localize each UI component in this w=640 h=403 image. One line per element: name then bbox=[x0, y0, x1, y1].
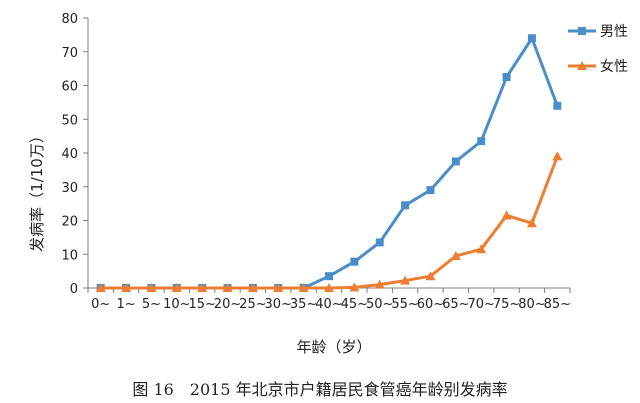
x-tick-label: 50~ bbox=[366, 297, 393, 312]
legend-item-2: 女性 bbox=[568, 58, 628, 75]
data-point bbox=[400, 275, 411, 285]
y-tick-label: 10 bbox=[61, 248, 78, 263]
data-point bbox=[325, 272, 333, 281]
series-1 bbox=[96, 34, 562, 292]
chart-axes bbox=[87, 18, 570, 289]
data-point bbox=[477, 137, 486, 146]
y-tick-label: 50 bbox=[61, 113, 78, 128]
legend-label: 女性 bbox=[600, 58, 628, 75]
figure-caption: 图 16 2015 年北京市户籍居民食管癌年龄别发病率 bbox=[132, 380, 508, 399]
data-point bbox=[349, 282, 360, 292]
data-point bbox=[501, 210, 512, 220]
x-tick-label: 5~ bbox=[142, 297, 161, 312]
data-point bbox=[502, 73, 511, 82]
data-point bbox=[171, 283, 182, 292]
data-point bbox=[350, 257, 359, 266]
data-point bbox=[425, 271, 436, 281]
x-tick-label: 75~ bbox=[493, 297, 520, 312]
data-point bbox=[552, 151, 563, 161]
data-point bbox=[426, 186, 435, 195]
x-tick-label: 25~ bbox=[239, 297, 266, 312]
legend-swatch-marker bbox=[577, 61, 587, 70]
data-point bbox=[374, 279, 385, 289]
x-tick-label: 40~ bbox=[315, 297, 342, 312]
x-tick-label: 10~ bbox=[163, 297, 190, 312]
legend-item-1: 男性 bbox=[568, 24, 628, 40]
data-point bbox=[121, 283, 132, 292]
x-tick-label: 70~ bbox=[467, 297, 494, 312]
data-point bbox=[553, 101, 562, 110]
data-point bbox=[247, 283, 258, 292]
y-tick-label: 0 bbox=[70, 282, 78, 297]
x-tick-label: 30~ bbox=[265, 297, 292, 312]
data-point bbox=[146, 283, 157, 292]
series-line bbox=[100, 36, 559, 290]
data-point bbox=[451, 157, 460, 166]
y-axis-label: 发病率（1/10万） bbox=[28, 128, 46, 252]
x-tick-label: 45~ bbox=[341, 297, 368, 312]
x-tick-label: 20~ bbox=[214, 297, 241, 312]
data-point bbox=[375, 238, 384, 247]
x-tick-label: 80~ bbox=[518, 297, 545, 312]
x-tick-label: 60~ bbox=[417, 297, 444, 312]
y-tick-label: 60 bbox=[61, 80, 78, 95]
data-point bbox=[527, 34, 536, 43]
y-axis-ticks: 0 10 20 30 40 50 60 70 80 bbox=[61, 12, 88, 297]
x-axis-ticks: 0~ 1~ 5~ 10~15~20~25~30~35~40~45~50~55~60~6… bbox=[87, 288, 571, 312]
x-tick-label: 15~ bbox=[188, 297, 215, 312]
data-point bbox=[526, 218, 537, 228]
data-point bbox=[298, 283, 309, 292]
series-line bbox=[100, 155, 559, 290]
legend-swatch-marker bbox=[578, 27, 586, 35]
data-point bbox=[324, 283, 334, 292]
data-point bbox=[197, 283, 208, 292]
data-point bbox=[450, 250, 461, 260]
x-axis-label: 年龄（岁） bbox=[296, 338, 371, 356]
x-tick-label: 35~ bbox=[290, 297, 317, 312]
x-tick-label: 85~ bbox=[544, 297, 571, 312]
x-tick-label: 55~ bbox=[391, 297, 418, 312]
data-point bbox=[95, 283, 106, 292]
x-tick-label: 1~ bbox=[116, 297, 135, 312]
x-tick-label: 65~ bbox=[442, 297, 469, 312]
chart-series bbox=[95, 34, 563, 292]
y-tick-label: 70 bbox=[61, 46, 78, 61]
y-tick-label: 80 bbox=[61, 12, 78, 27]
data-point bbox=[273, 283, 284, 292]
data-point bbox=[476, 244, 487, 254]
y-tick-label: 40 bbox=[61, 147, 78, 162]
data-point bbox=[222, 283, 233, 292]
y-tick-label: 30 bbox=[61, 181, 78, 196]
y-tick-label: 20 bbox=[61, 215, 78, 230]
x-tick-label: 0~ bbox=[91, 297, 110, 312]
legend-label: 男性 bbox=[600, 24, 628, 40]
series-2 bbox=[95, 151, 563, 292]
data-point bbox=[401, 201, 410, 210]
